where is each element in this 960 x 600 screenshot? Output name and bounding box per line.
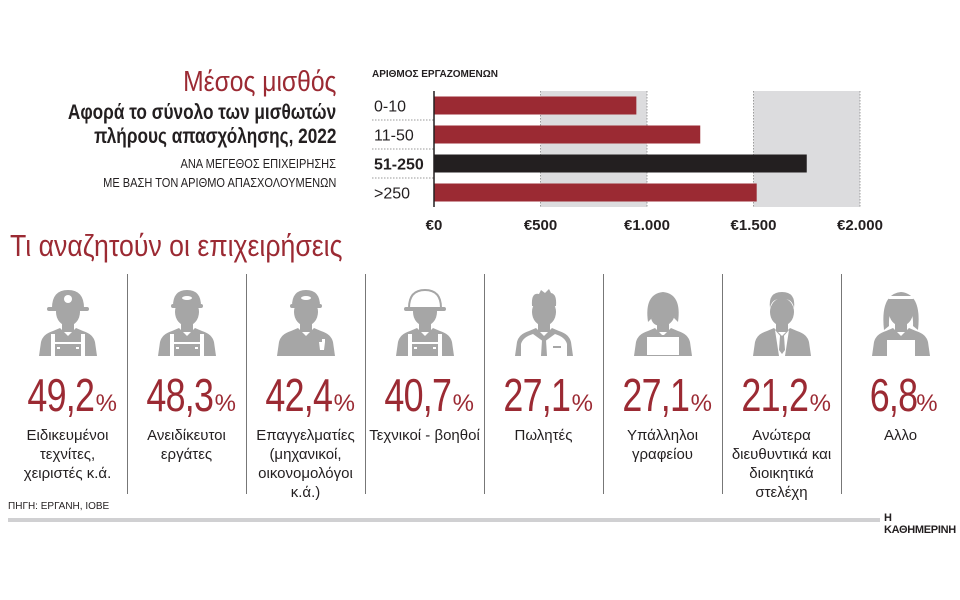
bar->250 (434, 183, 757, 202)
maid-icon (870, 284, 932, 356)
salary-bar-chart: ΑΡΙΘΜΟΣ ΕΡΓΑΖΟΜΕΝΩΝ 0-10 11-50 51-250 >250 €0… (372, 69, 883, 234)
percent-sign: % (809, 390, 831, 417)
occupation-item: 21,2% Ανώτερα διευθυντικά και διοικητικά … (722, 274, 841, 501)
chart-subtitle-line1: Αφορά το σύνολο των μισθωτών (67, 101, 336, 124)
percent-sign: % (333, 390, 355, 417)
column-divider (603, 274, 604, 494)
chart-subtitle-line2: πλήρους απασχόλησης, 2022 (93, 125, 336, 148)
chart-title: Μέσος μισθός (182, 66, 336, 98)
source-note: ΠΗΓΗ: ΕΡΓΑΝΗ, ΙΟΒΕ (8, 501, 110, 512)
occupation-label: Υπάλληλοι γραφείου (626, 427, 699, 463)
percent-sign: % (95, 390, 117, 417)
bar-11-50 (434, 125, 701, 144)
occupation-item: 6,8% Αλλο (841, 274, 960, 494)
footer-divider (8, 518, 880, 522)
column-divider (127, 274, 128, 494)
hardhat-worker-icon (37, 284, 99, 356)
percentage-number: 27,1 (503, 369, 571, 421)
occupation-item: 42,4% Επαγγελματίες (μηχανικοί, οικονομολ… (246, 274, 365, 501)
occupation-item: 49,2% Ειδικευμένοι τεχνίτες, χειριστές κ.… (8, 274, 127, 494)
helmet-technician-icon (394, 284, 456, 356)
percentage-number: 42,4 (265, 369, 333, 421)
occupation-item: 40,7% Τεχνικοί - βοηθοί (365, 274, 484, 494)
occupation-label: Ανώτερα διευθυντικά και διοικητικά στελέ… (731, 427, 832, 501)
percentage-value: 40,7% (365, 368, 484, 422)
percentage-value: 48,3% (127, 368, 246, 422)
percent-sign: % (214, 390, 236, 417)
grid-band (753, 91, 860, 207)
y-axis-title: ΑΡΙΘΜΟΣ ΕΡΓΑΖΟΜΕΝΩΝ (372, 69, 498, 80)
occupation-item: 27,1% Πωλητές (484, 274, 603, 494)
occupation-label: Αλλο (883, 427, 918, 444)
occupation-label: Επαγγελματίες (μηχανικοί, οικονομολόγοι … (256, 427, 355, 501)
percentage-number: 6,8 (870, 369, 918, 421)
cap-worker-icon (156, 284, 218, 356)
occupation-label: Πωλητές (514, 427, 573, 444)
bar-0-10 (434, 96, 637, 115)
percentage-number: 40,7 (384, 369, 452, 421)
x-tick-label: €1.500 (731, 217, 777, 234)
column-divider (722, 274, 723, 494)
x-tick-label: €2.000 (837, 217, 883, 234)
percentage-value: 42,4% (246, 368, 365, 422)
category-label: 0-10 (374, 99, 406, 116)
chart-note-line1: ΑΝΑ ΜΕΓΕΘΟΣ ΕΠΙΧΕΙΡΗΣΗΣ (180, 156, 336, 171)
percentage-value: 21,2% (722, 368, 841, 422)
office-clerk-icon (632, 284, 694, 357)
occupation-label: Ανειδίκευτοι εργάτες (147, 427, 226, 463)
bar-51-250 (434, 154, 807, 173)
salesman-icon (513, 284, 575, 356)
percent-sign: % (916, 390, 938, 417)
category-label: 51-250 (374, 157, 424, 174)
percentage-number: 27,1 (622, 369, 690, 421)
percent-sign: % (571, 390, 593, 417)
percent-sign: % (452, 390, 474, 417)
mechanic-icon (275, 284, 337, 356)
x-tick-label: €1.000 (624, 217, 670, 234)
x-tick-label: €500 (524, 217, 557, 234)
column-divider (484, 274, 485, 494)
occupation-label: Ειδικευμένοι τεχνίτες, χειριστές κ.ά. (23, 427, 112, 482)
occupation-item: 27,1% Υπάλληλοι γραφείου (603, 274, 722, 494)
percentage-value: 27,1% (484, 368, 603, 422)
occupation-item: 48,3% Ανειδίκευτοι εργάτες (127, 274, 246, 494)
percentage-number: 21,2 (741, 369, 809, 421)
percent-sign: % (690, 390, 712, 417)
percentage-value: 6,8% (841, 368, 960, 422)
percentage-number: 48,3 (146, 369, 214, 421)
percentage-number: 49,2 (27, 369, 95, 421)
manager-icon (751, 284, 813, 356)
category-label: 11-50 (374, 128, 414, 145)
x-tick-label: €0 (426, 217, 443, 234)
percentage-value: 49,2% (8, 368, 127, 422)
section-title: Τι αναζητούν οι επιχειρήσεις (10, 228, 343, 263)
occupation-label: Τεχνικοί - βοηθοί (369, 427, 480, 444)
column-divider (365, 274, 366, 494)
category-label: >250 (374, 186, 410, 203)
brand-logo: Η ΚΑΘΗΜΕΡΙΝΗ (884, 512, 956, 536)
percentage-value: 27,1% (603, 368, 722, 422)
column-divider (246, 274, 247, 494)
chart-note-line2: ΜΕ ΒΑΣΗ ΤΟΝ ΑΡΙΘΜΟ ΑΠΑΣΧΟΛΟΥΜΕΝΩΝ (102, 175, 336, 190)
column-divider (841, 274, 842, 494)
